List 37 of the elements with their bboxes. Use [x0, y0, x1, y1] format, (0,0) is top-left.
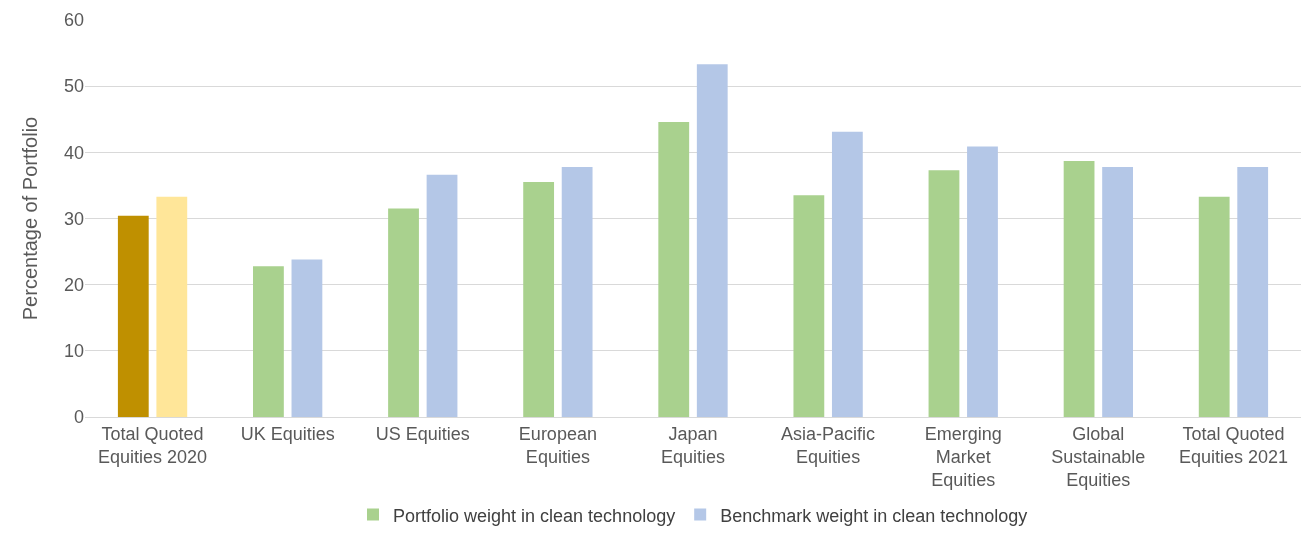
bar — [1237, 166, 1269, 417]
bar — [117, 215, 149, 417]
bar — [426, 174, 458, 417]
y-tick-label: 30 — [63, 208, 84, 229]
bar — [1198, 196, 1230, 417]
bar — [156, 196, 188, 417]
legend-label: Benchmark weight in clean technology — [720, 505, 1028, 526]
y-axis-title: Percentage of Portfolio — [19, 116, 42, 321]
x-tick-label: Asia-Pacific Equities — [781, 423, 876, 467]
y-tick-label: 50 — [63, 76, 84, 97]
bar — [831, 131, 863, 417]
bar — [561, 166, 593, 417]
x-tick-label: Total Quoted Equities 2021 — [1178, 423, 1288, 467]
bar — [253, 266, 284, 417]
x-tick-label: UK Equities — [240, 423, 335, 444]
y-tick-label: 20 — [63, 274, 84, 295]
bar — [388, 208, 419, 417]
bar — [928, 170, 960, 417]
y-tick-label: 40 — [63, 142, 84, 163]
y-tick-label: 10 — [63, 341, 84, 362]
bar — [793, 195, 825, 417]
bar — [658, 121, 690, 417]
bar — [523, 182, 555, 417]
legend-label: Portfolio weight in clean technology — [393, 505, 676, 526]
x-tick-label: Japan Equities — [660, 423, 726, 467]
bar — [696, 64, 728, 417]
y-tick-label: 60 — [63, 10, 84, 31]
x-tick-label: Total Quoted Equities 2020 — [98, 423, 208, 467]
bar — [291, 259, 323, 417]
x-tick-label: Emerging Market Equities — [924, 423, 1002, 491]
bar — [967, 146, 998, 417]
x-tick-label: Global Sustainable Equities — [1051, 423, 1146, 491]
x-tick-label: US Equities — [375, 423, 470, 444]
bar — [1063, 160, 1095, 417]
y-tick-label: 0 — [73, 407, 84, 428]
bar — [1102, 166, 1133, 417]
x-tick-label: European Equities — [518, 423, 597, 467]
